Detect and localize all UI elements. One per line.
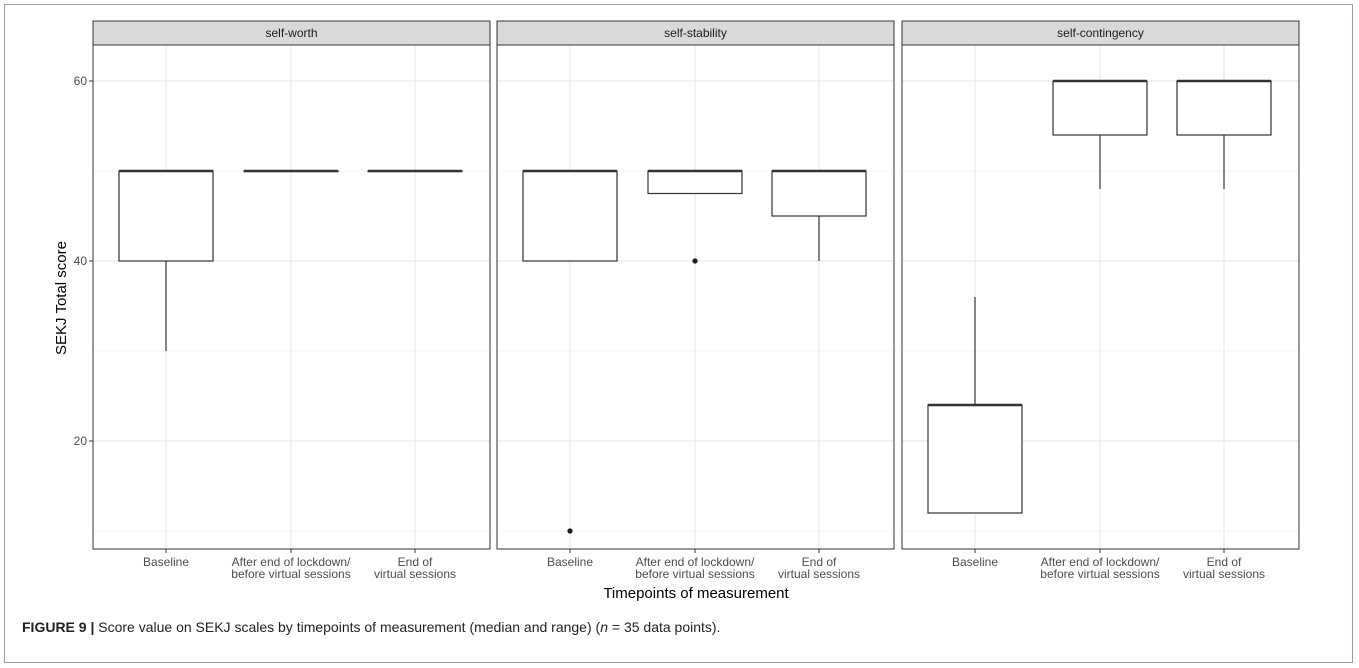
x-tick-label: virtual sessions <box>1183 567 1265 581</box>
box-1 <box>927 297 1023 514</box>
panel-title: self-stability <box>664 26 727 40</box>
box-iqr <box>771 170 867 217</box>
panel-strip <box>92 20 491 46</box>
outlier-point <box>692 258 698 264</box>
box-2 <box>647 169 743 264</box>
box-1 <box>522 169 618 534</box>
panel-title: self-worth <box>265 26 317 40</box>
x-tick-label: After end of lockdown/ <box>232 555 351 569</box>
x-tick-label: Baseline <box>952 555 998 569</box>
x-tick-label: Baseline <box>547 555 593 569</box>
box-iqr <box>647 170 743 195</box>
caption-n-symbol: n <box>600 619 608 635</box>
caption-text-after-n: = 35 data points). <box>607 619 721 635</box>
box-3 <box>367 169 463 173</box>
figure-frame <box>4 4 1353 663</box>
y-tick-label: 20 <box>74 434 88 448</box>
y-axis-label: SEKJ Total score <box>53 241 70 355</box>
x-tick-label: before virtual sessions <box>635 567 754 581</box>
panel-self-stability: self-stability Baseline After end of lockd… <box>496 20 895 581</box>
box-1 <box>118 169 214 351</box>
x-axis-label: Timepoints of measurement <box>603 585 789 602</box>
box-iqr <box>1052 80 1148 136</box>
box-iqr <box>927 404 1023 514</box>
panel-self-worth: self-worth Baseline After end of lockdown/… <box>92 20 491 581</box>
panel-title: self-contingency <box>1057 26 1144 40</box>
figure-label: FIGURE 9 | <box>22 619 95 635</box>
panel-strip <box>901 20 1300 46</box>
x-tick-label: After end of lockdown/ <box>1041 555 1160 569</box>
box-iqr <box>118 170 214 262</box>
x-tick-label: End of <box>398 555 433 569</box>
x-tick-label: virtual sessions <box>778 567 860 581</box>
panel-self-contingency: self-contingency Baseline After end of loc… <box>901 20 1300 581</box>
panel-strip <box>496 20 895 46</box>
x-tick-label: before virtual sessions <box>231 567 350 581</box>
x-tick-label: virtual sessions <box>374 567 456 581</box>
y-tick-label: 60 <box>74 74 88 88</box>
box-iqr <box>522 170 618 262</box>
y-tick-label: 40 <box>74 254 88 268</box>
figure-caption: FIGURE 9 | Score value on SEKJ scales by… <box>22 619 720 635</box>
box-3 <box>1176 79 1272 189</box>
box-2 <box>243 169 339 173</box>
boxplot-chart: 20 40 60 self-worth Baseline After end of loc… <box>53 20 1300 602</box>
box-3 <box>771 169 867 261</box>
x-tick-label: After end of lockdown/ <box>636 555 755 569</box>
x-tick-label: before virtual sessions <box>1040 567 1159 581</box>
x-tick-label: End of <box>1207 555 1242 569</box>
outlier-point <box>567 528 573 534</box>
x-tick-label: End of <box>802 555 837 569</box>
x-tick-label: Baseline <box>143 555 189 569</box>
box-iqr <box>1176 80 1272 136</box>
box-2 <box>1052 79 1148 189</box>
caption-text-before-n: Score value on SEKJ scales by timepoints… <box>94 619 601 635</box>
